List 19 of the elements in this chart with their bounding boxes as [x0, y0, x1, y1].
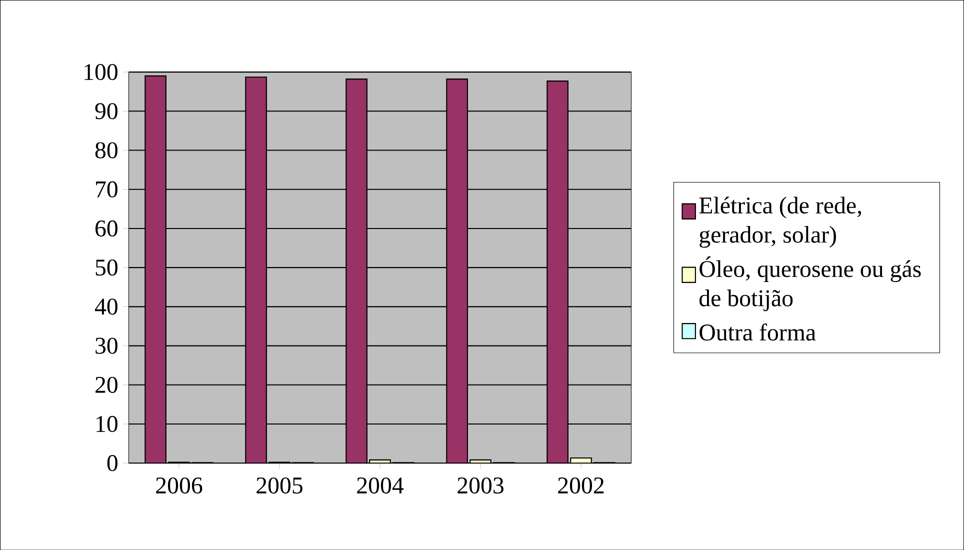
y-tick-label: 30	[96, 338, 118, 354]
y-tick-label: 100	[84, 64, 118, 80]
legend-label: Outra forma	[700, 323, 816, 340]
x-tick-label: 2003	[458, 477, 504, 494]
x-tick-label: 2005	[256, 477, 302, 494]
y-tick-label: 70	[96, 181, 118, 198]
x-tick-label: 2002	[558, 477, 604, 494]
y-tick-label: 90	[95, 102, 118, 120]
y-tick-label: 0	[107, 454, 118, 472]
y-tick-label: 40	[94, 298, 118, 315]
y-tick-label: 80	[95, 142, 118, 158]
y-tick-label: 60	[95, 220, 118, 236]
x-tick-label: 2004	[357, 477, 404, 494]
y-tick-label: 20	[96, 376, 118, 393]
y-tick-label: 50	[96, 259, 118, 276]
x-tick-label: 2006	[156, 477, 202, 494]
legend-label: Elétrica (de rede, gerador, solar)	[699, 196, 862, 248]
y-tick-label: 10	[96, 416, 118, 432]
legend-label: Óleo, querosene ou gás de botijão	[699, 256, 921, 312]
